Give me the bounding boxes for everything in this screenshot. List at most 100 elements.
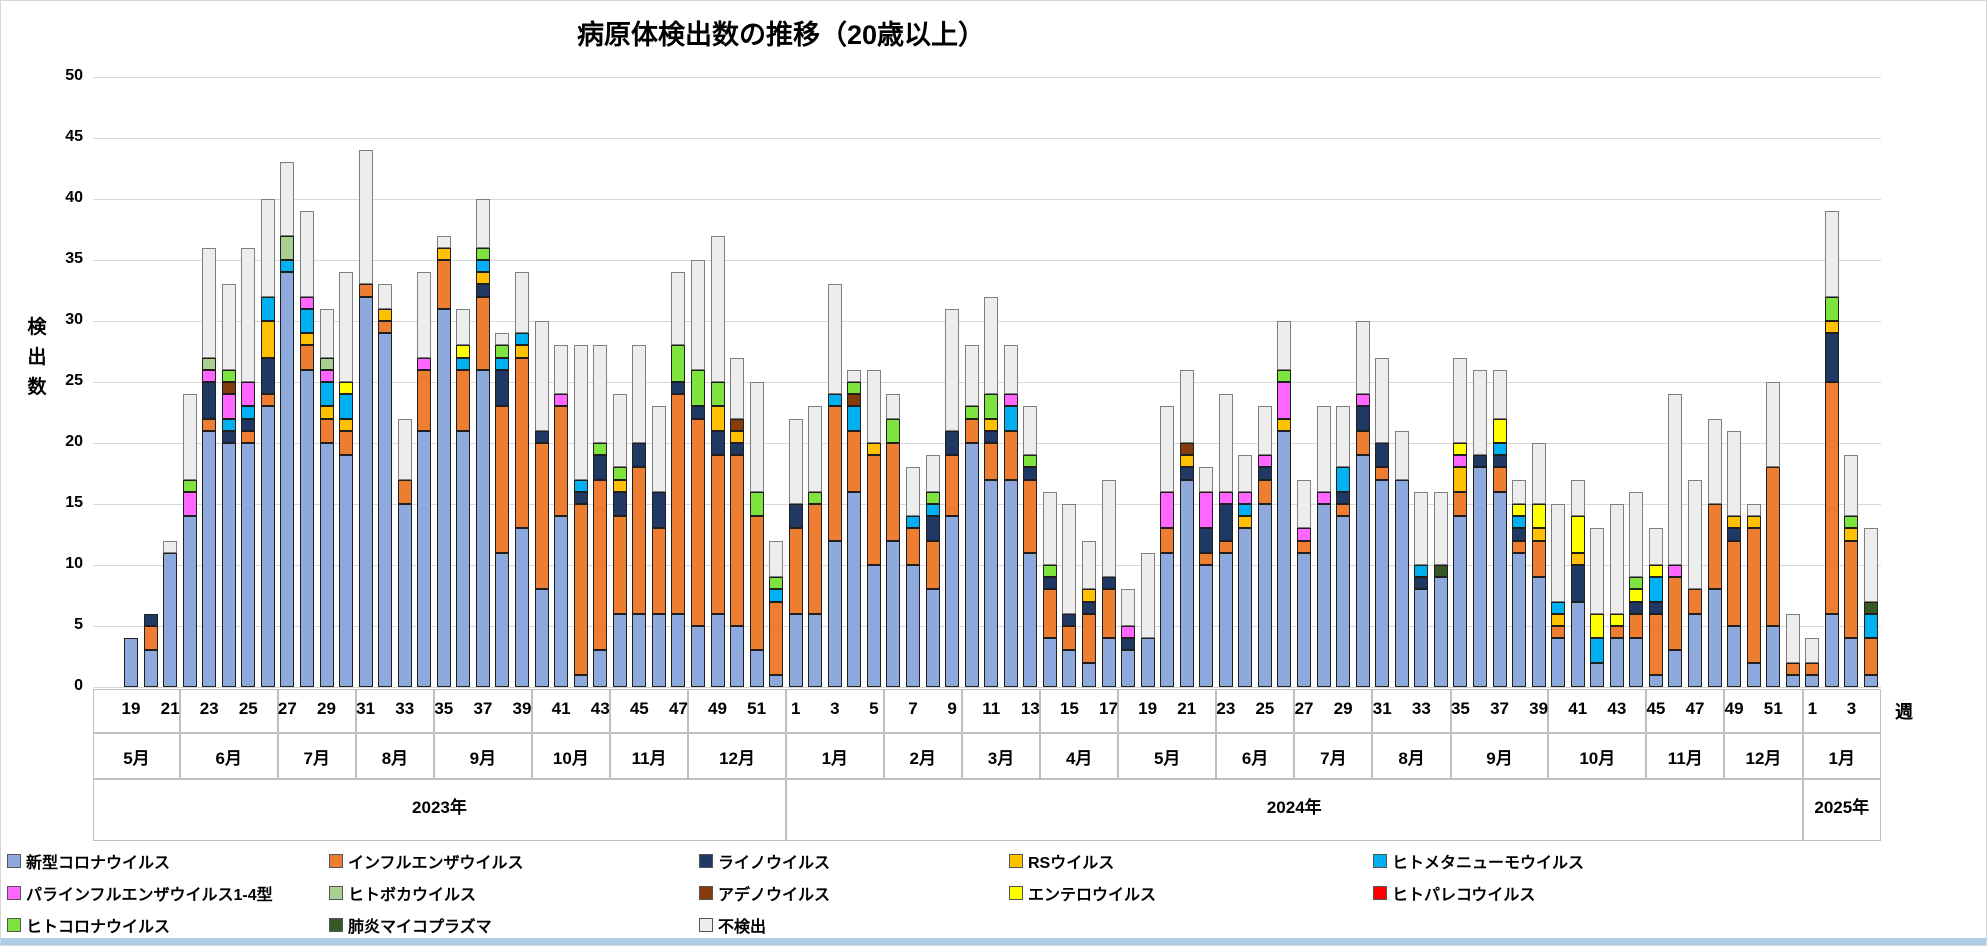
year-label: 2024年 [1266, 798, 1322, 817]
week-row-cell [93, 689, 180, 733]
bar-segment-rhino [612, 491, 627, 517]
bar-segment-covid [1023, 552, 1038, 687]
week-label: 33 [395, 699, 415, 718]
bar-segment-flu [1081, 613, 1096, 663]
bar-segment-none [1766, 382, 1781, 468]
bar-segment-none [1864, 528, 1878, 602]
bar-segment-covid [1394, 479, 1409, 687]
bar-segment-covid [1668, 650, 1683, 687]
bar-segment-rhino [1727, 528, 1742, 541]
para-swatch-icon [7, 886, 21, 900]
week-label: 7 [908, 699, 918, 718]
legend-item-covid: 新型コロナウイルス [7, 849, 170, 873]
bar-segment-rhino [1355, 406, 1370, 431]
bar-segment-covid [1160, 552, 1175, 687]
bar-segment-none [1785, 613, 1800, 663]
bar-segment-covid [1785, 674, 1800, 687]
bar-segment-hmpv [515, 333, 529, 346]
week-label: 47 [668, 699, 688, 718]
bar-segment-entero [339, 382, 354, 395]
bar-segment-none [1512, 479, 1527, 504]
month-label: 6月 [1241, 749, 1269, 768]
week-label: 21 [160, 699, 180, 718]
bar-segment-flu [299, 345, 314, 370]
bar-segment-none [1433, 491, 1448, 565]
bar-segment-rhino [1336, 491, 1351, 504]
bar-segment-rhino [1414, 577, 1429, 590]
bar-segment-para [1003, 394, 1018, 407]
bar-segment-rs [1531, 528, 1546, 541]
bar-segment-covid [1062, 650, 1077, 687]
bar-segment-none [808, 406, 823, 492]
bar-segment-flu [1629, 613, 1644, 639]
bar-segment-covid [1648, 674, 1663, 687]
month-row-cell [1040, 733, 1119, 779]
week-label: 49 [708, 699, 727, 718]
gridline-45 [93, 138, 1881, 139]
bar-segment-rs [1179, 455, 1194, 468]
month-row-cell [179, 733, 278, 779]
bar-segment-entero [1492, 418, 1507, 443]
legend-label: ヒトメタニューモウイルス [1392, 855, 1585, 872]
bar-segment-flu [1551, 626, 1566, 639]
week-row-cell [1450, 689, 1549, 733]
bar-segment-none [260, 199, 275, 297]
week-label: 1 [1807, 699, 1818, 718]
bar-segment-rhino [573, 491, 588, 504]
week-row-cell [883, 689, 962, 733]
bar-segment-covid [124, 638, 138, 687]
legend-label: RSウイルス [1028, 855, 1115, 872]
bar-segment-hcorona [593, 443, 608, 456]
bar-segment-para [1297, 528, 1312, 541]
bar-segment-none [1121, 589, 1136, 626]
bar-segment-hmpv [319, 382, 334, 407]
adeno-swatch-icon [699, 886, 713, 900]
bar-segment-covid [475, 369, 490, 687]
y-tick-label: 0 [74, 677, 83, 694]
week-row-cell [277, 689, 356, 733]
bar-segment-none [534, 321, 549, 431]
bar-segment-hcorona [1844, 516, 1859, 529]
week-label: 35 [434, 699, 454, 718]
bar-segment-none [1414, 491, 1429, 565]
bar-segment-covid [1238, 528, 1253, 687]
bar-segment-myco [1864, 601, 1878, 614]
bar-segment-flu [358, 284, 373, 297]
bar-segment-flu [319, 418, 334, 443]
none-swatch-icon [699, 918, 713, 932]
legend-item-entero: エンテロウイルス [1009, 881, 1156, 905]
bar-segment-rhino [1629, 601, 1644, 614]
bar-segment-rs [1081, 589, 1096, 602]
bar-segment-flu [397, 479, 412, 504]
bar-segment-covid [260, 406, 275, 687]
bar-segment-flu [475, 296, 490, 370]
legend-label: エンテロウイルス [1028, 887, 1157, 904]
week-label: 45 [629, 699, 649, 718]
bar-segment-rhino [221, 430, 236, 443]
bar-segment-none [1707, 418, 1722, 504]
bar-segment-flu [866, 455, 881, 565]
legend-item-boca: ヒトボカウイルス [329, 881, 476, 905]
bar-segment-covid [847, 491, 862, 687]
bar-segment-none [1629, 491, 1644, 578]
month-row-cell [531, 733, 610, 779]
week-label: 19 [1138, 699, 1158, 718]
bar-segment-covid [554, 516, 569, 687]
bar-segment-none [163, 540, 178, 553]
week-label: 51 [1763, 699, 1783, 718]
bar-segment-rhino [241, 418, 256, 431]
bar-segment-covid [749, 650, 764, 687]
bar-segment-flu [1062, 626, 1077, 651]
bar-segment-covid [808, 613, 823, 687]
window-edge-strip [1, 938, 1986, 945]
y-tick-label: 15 [65, 494, 83, 511]
month-label: 1月 [1828, 749, 1855, 768]
bar-segment-covid [573, 674, 588, 687]
bar-segment-flu [632, 467, 647, 614]
bar-segment-covid [1121, 650, 1136, 687]
month-row-cell [1724, 733, 1803, 779]
bar-segment-hcorona [749, 491, 764, 517]
bar-segment-rhino [534, 430, 549, 443]
bar-segment-para [417, 357, 432, 370]
week-label: 43 [1607, 699, 1627, 718]
